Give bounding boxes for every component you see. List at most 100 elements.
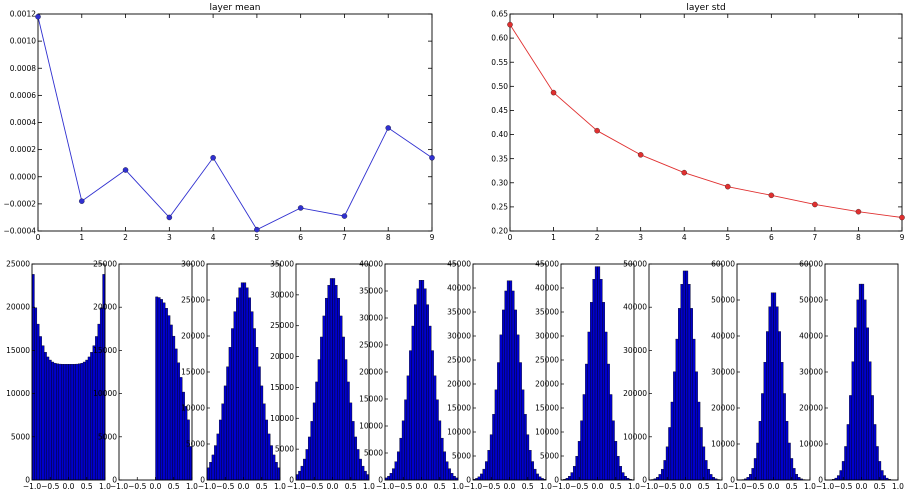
- x-tick-label: 1.0: [716, 482, 728, 491]
- y-tick-label: 40000: [447, 284, 471, 293]
- histogram-bar: [65, 364, 69, 481]
- histogram-bar: [315, 381, 319, 481]
- histogram-bar: [85, 359, 89, 481]
- histogram-5: [384, 263, 459, 481]
- histogram-bar: [506, 280, 510, 481]
- y-tick-label: 60000: [711, 260, 735, 269]
- histogram-bar: [871, 395, 874, 481]
- histogram-bar: [770, 292, 774, 481]
- histogram-bar: [228, 347, 232, 481]
- x-tick-label: 3: [167, 233, 172, 242]
- histogram-bar: [702, 446, 706, 481]
- histogram-bar: [435, 399, 439, 481]
- y-tick-label: 0: [289, 476, 294, 485]
- histogram-bar: [692, 338, 696, 481]
- histogram-bar: [592, 279, 596, 481]
- x-tick-label: −0.5: [482, 482, 500, 491]
- x-tick-label: −0.5: [41, 482, 59, 491]
- y-tick-label: 10000: [93, 389, 117, 398]
- histogram-bar: [243, 282, 247, 481]
- histogram-bar: [438, 420, 442, 481]
- y-tick-label: 0: [466, 476, 471, 485]
- histogram-bar: [250, 311, 254, 481]
- x-tick-label: 1.0: [274, 482, 286, 491]
- x-tick-label: 0.5: [610, 482, 622, 491]
- histogram-bar: [758, 420, 762, 481]
- histogram-bar: [272, 454, 276, 481]
- y-tick-label: 20000: [181, 332, 205, 341]
- x-tick-label: 1: [79, 233, 84, 242]
- histogram-bar: [697, 401, 701, 481]
- x-tick-label: 1.0: [804, 482, 816, 491]
- histogram-bar: [310, 421, 314, 481]
- histogram-bar: [260, 385, 264, 481]
- histogram-bar: [248, 297, 251, 481]
- histogram-bar: [868, 361, 872, 481]
- x-tick-label: 0.0: [150, 482, 162, 491]
- histogram-bar: [361, 465, 365, 481]
- histogram-bar: [303, 458, 306, 481]
- histogram-bar: [509, 280, 513, 481]
- histogram-bar: [421, 280, 425, 481]
- y-tick-label: 0.0006: [10, 91, 36, 100]
- y-tick-label: 10000: [623, 432, 647, 441]
- histogram-bar: [406, 375, 410, 481]
- histogram-bar: [873, 424, 877, 481]
- histogram-bar: [363, 470, 367, 481]
- histogram-bar: [670, 401, 674, 481]
- y-tick-label: 0: [642, 476, 647, 485]
- x-tick-label: 1: [551, 233, 556, 242]
- histogram-bar: [450, 473, 454, 481]
- x-tick-label: 0.0: [768, 482, 780, 491]
- y-tick-label: 0: [378, 476, 383, 485]
- y-tick-label: 0.65: [491, 10, 508, 19]
- histogram-bar: [844, 446, 848, 481]
- x-tick-label: 2: [123, 233, 128, 242]
- histogram-bar: [56, 363, 59, 481]
- x-tick-label: 5: [254, 233, 259, 242]
- histogram-bar: [61, 364, 64, 481]
- y-tick-label: 40000: [359, 260, 383, 269]
- histogram-bar: [218, 419, 222, 481]
- histogram-bar: [329, 278, 333, 481]
- y-tick-label: 0.0008: [10, 64, 36, 73]
- data-point: [855, 208, 862, 215]
- histogram-bar: [685, 270, 689, 481]
- y-tick-label: 30000: [359, 314, 383, 323]
- histogram-bar: [854, 327, 857, 481]
- x-tick-label: −1.0: [287, 482, 305, 491]
- histogram-bar: [394, 461, 398, 481]
- histogram-bar: [538, 476, 542, 481]
- y-tick-label: 0.30: [491, 178, 508, 187]
- y-tick-label: 35000: [359, 287, 383, 296]
- histogram-bar: [690, 308, 693, 481]
- histogram-bar: [602, 302, 605, 481]
- histogram-9: [736, 263, 811, 481]
- x-tick-label: −0.5: [394, 482, 412, 491]
- y-tick-label: 10000: [6, 389, 30, 398]
- histogram-bar: [356, 449, 360, 481]
- y-tick-label: 30000: [623, 346, 647, 355]
- histogram-bar: [790, 458, 794, 481]
- histogram-bar: [209, 462, 213, 481]
- histogram-bar: [521, 389, 525, 481]
- y-tick-label: 25000: [447, 356, 471, 365]
- histogram-bar: [523, 414, 527, 481]
- histogram-bar: [614, 441, 618, 481]
- y-tick-label: 15000: [447, 404, 471, 413]
- histogram-bar: [880, 470, 884, 481]
- histogram-bar: [401, 420, 405, 481]
- y-tick-label: 30000: [181, 260, 205, 269]
- histogram-bar: [236, 297, 239, 481]
- histogram-bar: [169, 324, 173, 481]
- histogram-bar: [440, 437, 444, 481]
- data-point: [812, 201, 818, 208]
- x-tick-label: −0.5: [834, 482, 852, 491]
- histogram-bar: [162, 302, 166, 481]
- histogram-3: [206, 263, 281, 481]
- x-tick-label: 1.0: [363, 482, 375, 491]
- y-tick-label: 45000: [447, 260, 471, 269]
- data-point: [385, 125, 391, 131]
- x-tick-label: 6: [298, 233, 303, 242]
- histogram-bar: [359, 458, 362, 481]
